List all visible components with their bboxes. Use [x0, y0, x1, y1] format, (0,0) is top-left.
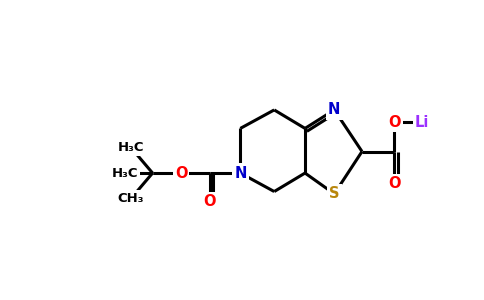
Text: O: O — [388, 176, 401, 191]
Text: H₃C: H₃C — [118, 141, 144, 154]
Text: O: O — [203, 194, 216, 209]
Text: O: O — [388, 115, 401, 130]
Text: O: O — [175, 166, 187, 181]
Text: H₃C: H₃C — [112, 167, 138, 180]
Text: Li: Li — [415, 115, 429, 130]
Text: N: N — [234, 166, 246, 181]
Text: N: N — [328, 102, 340, 117]
Text: S: S — [329, 186, 340, 201]
Text: CH₃: CH₃ — [118, 192, 144, 205]
